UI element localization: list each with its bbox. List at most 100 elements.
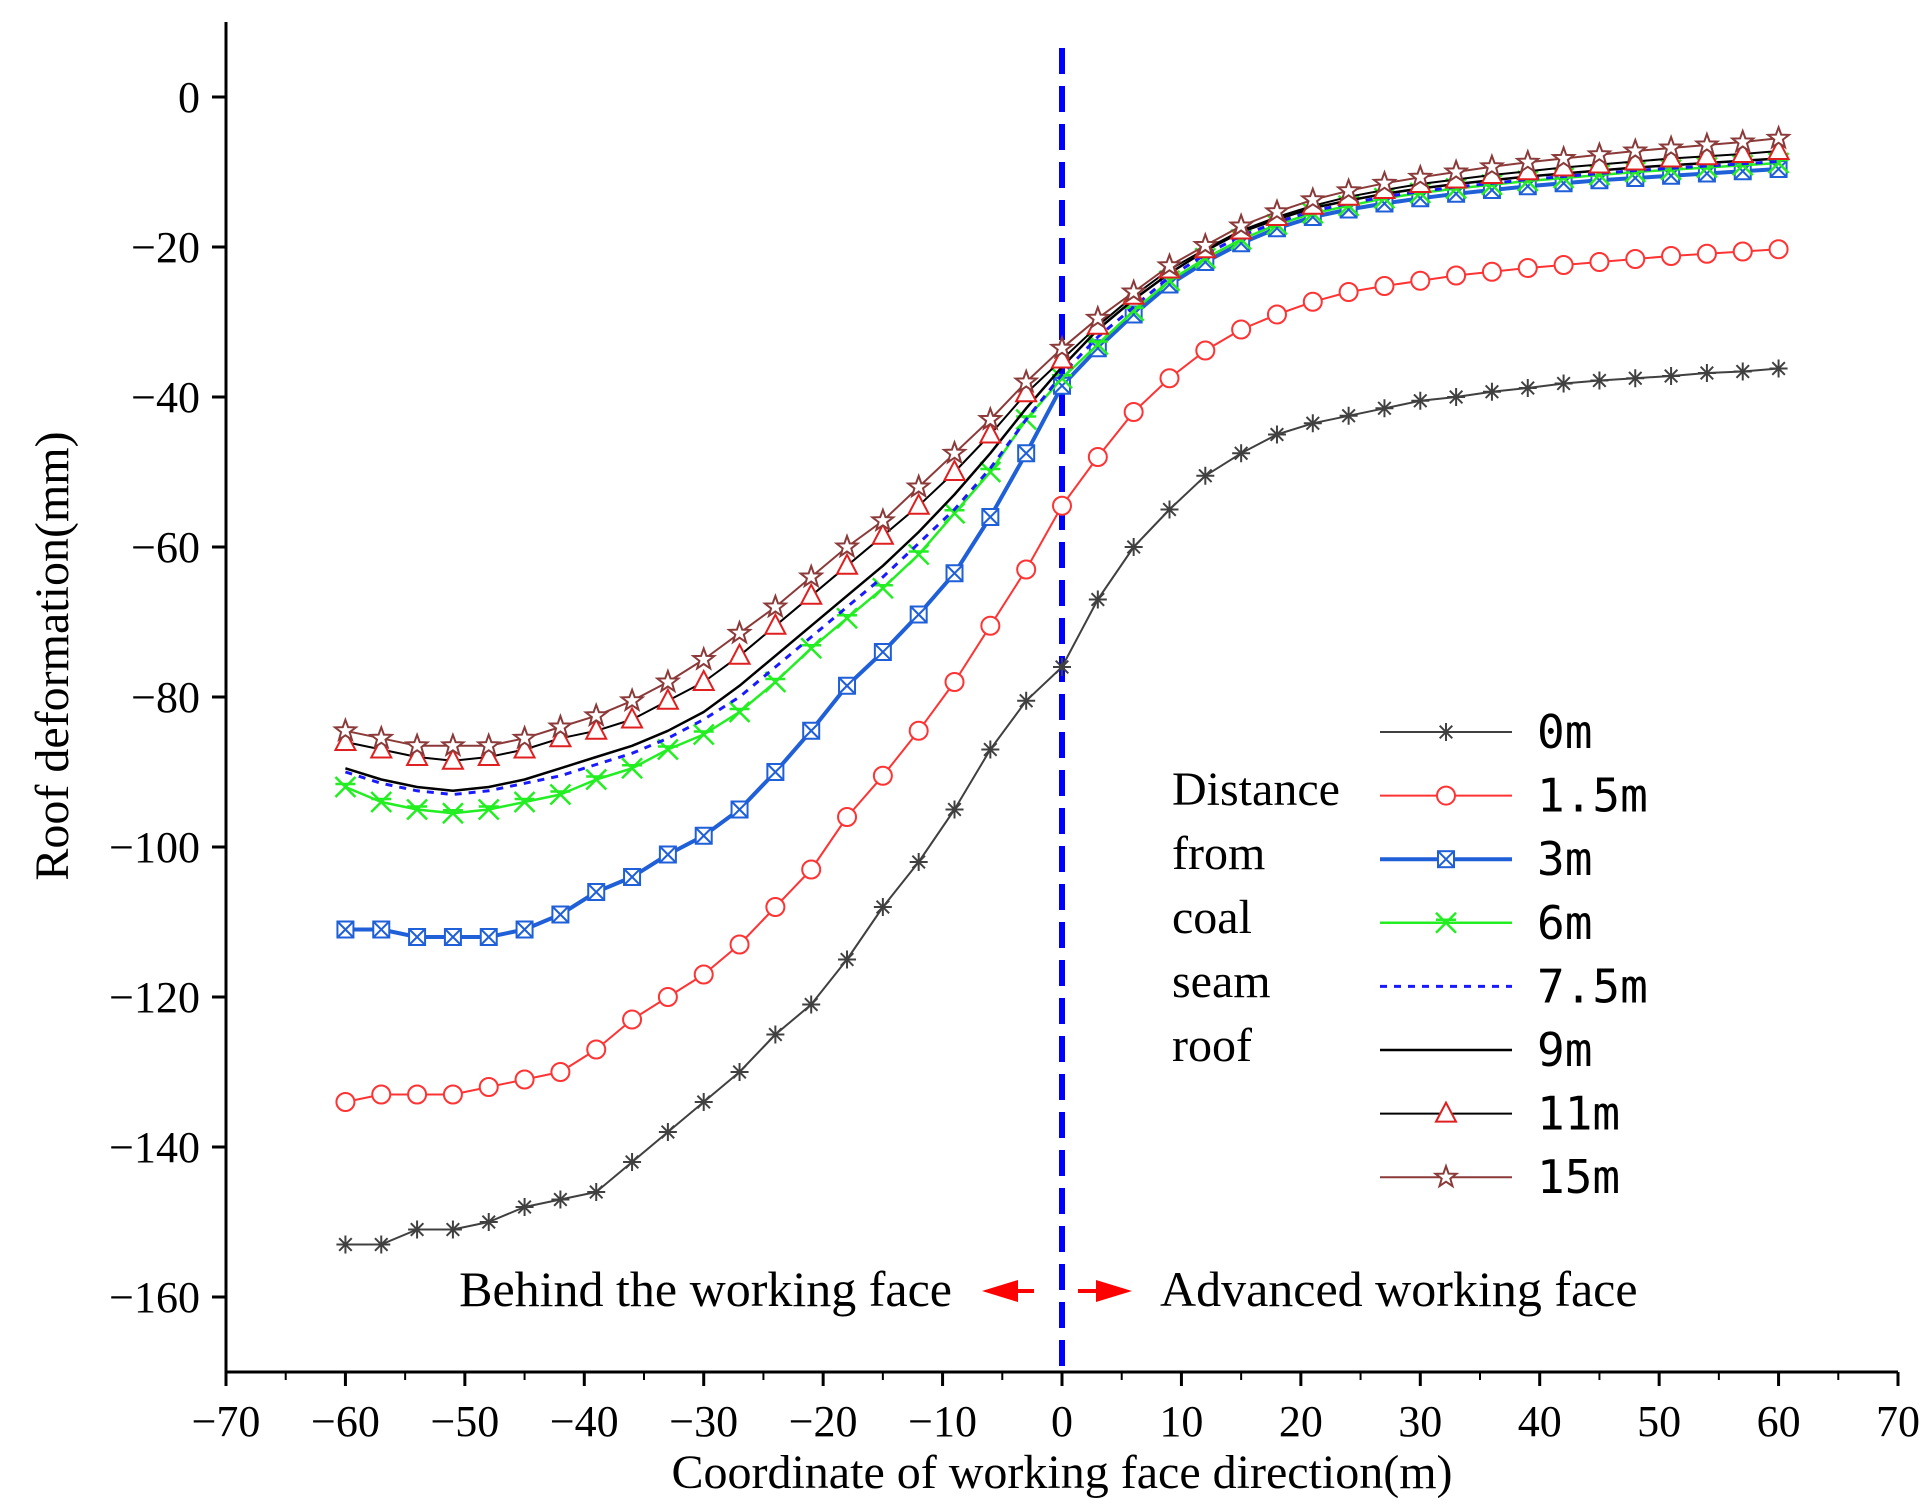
data-point: [944, 672, 965, 692]
data-point: [1411, 391, 1430, 410]
data-point: [908, 720, 929, 741]
data-point: [1621, 137, 1649, 163]
data-point: [1662, 367, 1681, 385]
data-point: [622, 1009, 643, 1030]
legend-title: Distance from coal seam roof: [1172, 763, 1340, 1072]
x-tick-label: 50: [1637, 1397, 1681, 1446]
data-point: [654, 668, 682, 694]
data-point: [586, 1039, 607, 1060]
data-point: [909, 605, 928, 624]
data-point: [980, 615, 1001, 636]
legend-label: 1.5m: [1537, 769, 1648, 823]
series-1.5m: [335, 239, 1789, 1112]
data-point: [443, 928, 462, 946]
data-point: [334, 776, 357, 798]
data-point: [1088, 339, 1107, 358]
data-point: [1766, 137, 1791, 160]
data-point: [1016, 559, 1037, 580]
data-point: [765, 897, 786, 917]
data-point: [406, 798, 428, 821]
data-point: [549, 783, 572, 806]
behind-working-face-label: Behind the working face: [459, 1261, 952, 1317]
x-tick-label: 30: [1398, 1397, 1442, 1446]
data-point: [367, 724, 395, 750]
x-tick-label: −60: [311, 1397, 380, 1446]
data-point: [694, 1093, 713, 1111]
data-point: [1232, 444, 1251, 463]
data-point: [479, 1213, 498, 1231]
legend-label: 7.5m: [1537, 959, 1648, 1013]
data-point: [802, 995, 821, 1014]
data-point: [838, 950, 857, 969]
data-point: [838, 676, 857, 695]
legend-marker: [1435, 911, 1457, 934]
data-point: [407, 1084, 428, 1105]
y-axis-title: Roof deformation(mm): [26, 431, 79, 880]
data-point: [336, 920, 355, 939]
legend-entry-0m: 0m: [1380, 705, 1592, 759]
data-point: [479, 928, 498, 946]
data-point: [657, 987, 678, 1007]
data-point: [443, 1220, 462, 1239]
legend-title-line: Distance: [1172, 763, 1340, 816]
series-layer: [332, 48, 1792, 1372]
data-point: [551, 1190, 570, 1209]
data-point: [408, 1220, 427, 1239]
data-point: [1693, 131, 1721, 157]
legend-marker: [1437, 850, 1455, 869]
data-point: [692, 723, 715, 746]
x-tick-label: −50: [430, 1397, 499, 1446]
data-point: [872, 765, 893, 786]
legend-label: 0m: [1537, 705, 1592, 759]
data-point: [512, 736, 537, 759]
data-point: [1625, 249, 1646, 269]
data-point: [1769, 359, 1788, 378]
data-point: [905, 473, 932, 499]
data-point: [1227, 212, 1255, 238]
data-point: [1517, 258, 1538, 278]
arrow-right-icon: [1096, 1280, 1132, 1302]
y-tick-label: −20: [131, 223, 200, 272]
data-point: [657, 738, 679, 761]
data-point: [1733, 362, 1752, 381]
data-point: [475, 731, 503, 757]
data-point: [587, 1183, 606, 1201]
legend-entry-15m: 15m: [1380, 1150, 1620, 1204]
y-tick-label: −80: [131, 673, 200, 722]
axes: −70 −60 −50 −40 −30 −20 −10 0 10 20 30 40 50 60 700−20…: [109, 22, 1920, 1446]
data-point: [1478, 152, 1506, 178]
data-point: [1374, 276, 1395, 296]
data-point: [1589, 252, 1610, 272]
data-point: [514, 1069, 535, 1090]
data-point: [442, 1084, 463, 1105]
data-point: [1768, 239, 1789, 260]
y-tick-label: −140: [109, 1123, 200, 1172]
data-point: [766, 1025, 785, 1044]
data-point: [403, 731, 431, 757]
data-point: [1447, 388, 1466, 406]
data-point: [1303, 414, 1322, 433]
data-point: [943, 502, 966, 525]
legend-entry-1.5m: 1.5m: [1380, 769, 1648, 823]
data-point: [869, 506, 897, 532]
data-point: [1586, 140, 1613, 166]
legend-title-line: seam: [1172, 955, 1271, 1008]
data-point: [764, 671, 787, 693]
data-point: [978, 421, 1002, 444]
y-tick-label: 0: [178, 73, 200, 122]
data-point: [945, 800, 964, 819]
data-point: [583, 701, 610, 727]
data-point: [942, 458, 967, 481]
data-point: [1014, 380, 1038, 403]
data-point: [871, 577, 894, 600]
data-point: [797, 562, 825, 589]
data-point: [477, 743, 501, 766]
data-point: [515, 920, 534, 939]
data-point: [370, 791, 393, 813]
data-point: [1550, 144, 1577, 170]
data-point: [1299, 185, 1327, 211]
data-point: [1196, 466, 1215, 485]
data-point: [1732, 241, 1753, 262]
data-point: [1017, 444, 1036, 463]
data-point: [1661, 246, 1682, 266]
